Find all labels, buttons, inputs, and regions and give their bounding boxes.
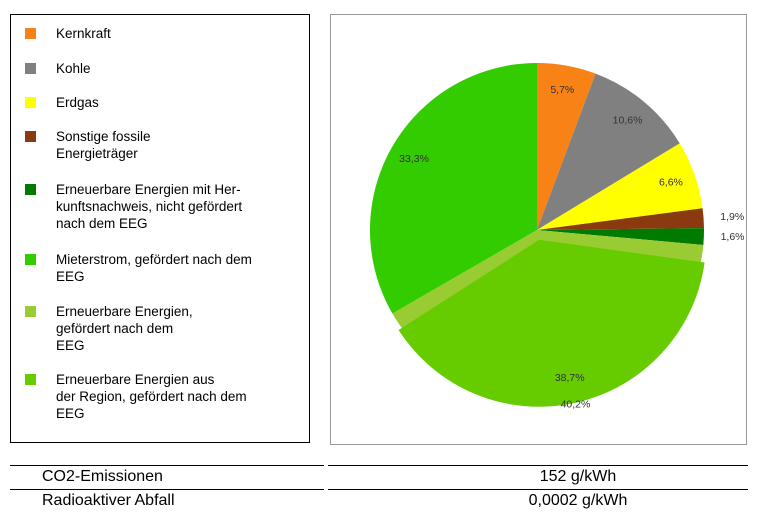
legend-swatch (25, 374, 36, 385)
legend-label: Mieterstrom, gefördert nach dem EEG (56, 252, 252, 284)
pie-slice (537, 143, 703, 230)
legend-swatch (25, 28, 36, 39)
legend-label: Erneuerbare Energien, gefördert nach dem… (56, 304, 193, 353)
pie-slice (537, 208, 704, 230)
pie-slice (398, 239, 705, 407)
legend-swatch (25, 131, 36, 142)
data-label: 38,7% (555, 372, 585, 384)
data-label: 1,6% (721, 231, 745, 243)
pie-slice (537, 228, 704, 245)
legend-label: Erdgas (56, 95, 99, 110)
data-label: 10,6% (613, 114, 643, 126)
legend-swatch (25, 184, 36, 195)
legend-swatch (25, 63, 36, 74)
table-cell: 152 g/kWh (539, 468, 617, 485)
table-row: CO2-Emissionen 152 g/kWh (0, 465, 758, 489)
pie-slice (370, 63, 537, 314)
table-cell: CO2-Emissionen (42, 468, 163, 485)
legend-swatch (25, 254, 36, 265)
legend-swatch (25, 306, 36, 317)
data-label: 5,7% (550, 84, 574, 96)
rule (10, 489, 324, 490)
legend: Kernkraft Kohle Erdgas Sonstige fossile Ene… (10, 14, 310, 443)
table-cell: Radioaktiver Abfall (42, 492, 175, 509)
rule (328, 489, 748, 490)
legend-label: Kohle (56, 61, 91, 76)
rule (10, 465, 324, 466)
data-label: 6,6% (659, 177, 683, 189)
table-row: Radioaktiver Abfall 0,0002 g/kWh (0, 489, 758, 513)
data-label: 33,3% (399, 153, 429, 165)
legend-label: Kernkraft (56, 26, 111, 41)
data-label: 1,9% (720, 211, 744, 223)
legend-swatch (25, 97, 36, 108)
rule (328, 465, 748, 466)
pie-slice (537, 63, 596, 230)
legend-label: Erneuerbare Energien mit Her- kunftsnach… (56, 182, 243, 231)
legend-label: Erneuerbare Energien aus der Region, gef… (56, 372, 247, 421)
data-label: 40,2% (561, 398, 591, 410)
legend-label: Sonstige fossile Energieträger (56, 129, 151, 161)
chart: 5,7% 10,6% 6,6% 1,9% 1,6% 40,2% 33,3% 38,7% (330, 14, 747, 445)
pie-slice (537, 73, 680, 231)
table-cell: 0,0002 g/kWh (528, 492, 628, 509)
